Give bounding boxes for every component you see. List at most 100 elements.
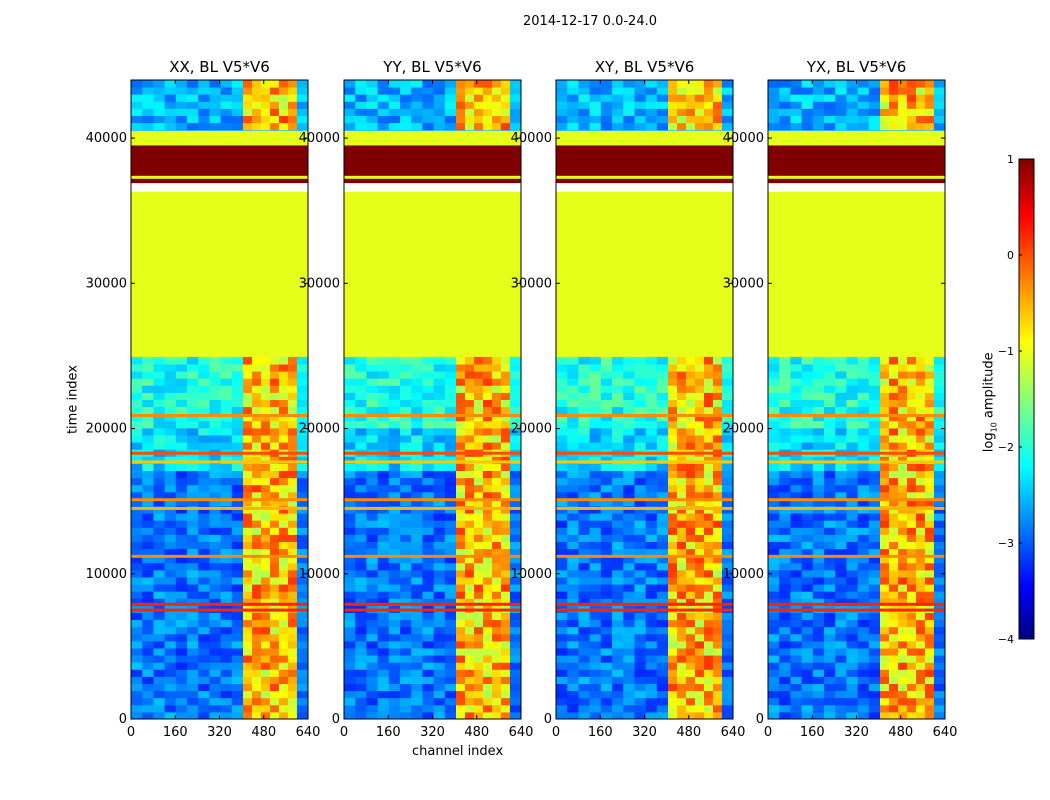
rfi-cell — [897, 513, 908, 521]
heatmap-cell — [296, 655, 308, 663]
heatmap-cell — [634, 619, 647, 628]
heatmap-cell — [400, 456, 412, 464]
heatmap-cell — [400, 527, 412, 535]
heatmap-cell — [790, 477, 803, 486]
heatmap-cell — [600, 80, 613, 88]
rfi-cell — [269, 101, 280, 109]
rfi-cell — [897, 569, 908, 578]
rfi-cell — [880, 669, 890, 677]
heatmap-cell — [422, 413, 435, 422]
heatmap-cell — [567, 662, 579, 670]
heatmap-cell — [231, 520, 244, 528]
heatmap-cell — [444, 87, 457, 95]
rfi-cell — [482, 704, 493, 713]
rfi-cell — [906, 101, 917, 109]
heatmap-cell — [187, 399, 199, 408]
heatmap-cell — [366, 498, 379, 507]
heatmap-cell — [612, 648, 624, 656]
rfi-cell — [712, 364, 723, 372]
heatmap-cell — [835, 108, 847, 116]
heatmap-cell — [388, 619, 401, 628]
heatmap-cell — [433, 513, 446, 521]
rfi-cell — [260, 406, 271, 415]
rfi-cell — [703, 555, 714, 564]
heatmap-cell — [164, 690, 177, 699]
colorbar-tick-label: 1 — [1007, 153, 1014, 166]
rfi-cell — [676, 626, 687, 635]
heatmap-cell — [623, 704, 635, 713]
rfi-cell — [243, 598, 253, 606]
rfi-cell — [278, 633, 289, 642]
rfi-cell — [880, 94, 890, 102]
heatmap-cell — [801, 392, 814, 400]
heatmap-cell — [812, 463, 825, 471]
rfi-cell — [703, 640, 714, 649]
heatmap-cell — [355, 584, 367, 592]
rfi-cell — [482, 697, 493, 706]
rfi-cell — [260, 385, 271, 393]
heatmap-cell — [509, 491, 521, 500]
heatmap-cell — [790, 633, 803, 642]
heatmap-cell — [187, 477, 199, 486]
heatmap-cell — [422, 584, 435, 592]
heatmap-cell — [790, 101, 803, 109]
rfi-cell — [500, 378, 511, 386]
heatmap-cell — [220, 87, 233, 95]
rfi-cell — [668, 456, 678, 464]
heatmap-cell — [164, 87, 177, 95]
heatmap-cell — [187, 569, 199, 578]
rfi-cell — [473, 470, 484, 479]
rfi-cell — [880, 655, 890, 663]
rfi-cell — [482, 655, 493, 663]
heatmap-cell — [344, 406, 356, 415]
rfi-cell — [888, 399, 899, 408]
rfi-cell — [456, 683, 466, 692]
heatmap-cell — [656, 442, 669, 450]
heatmap-cell — [589, 548, 602, 557]
rfi-cell — [924, 548, 935, 557]
rfi-cell — [888, 541, 899, 550]
heatmap-cell — [422, 491, 435, 500]
rfi-cell — [464, 470, 475, 479]
heatmap-cell — [933, 555, 945, 564]
rfi-cell — [694, 420, 705, 429]
heatmap-cell — [366, 122, 379, 131]
y-tick-label: 40000 — [723, 131, 764, 146]
heatmap-cell — [567, 655, 579, 663]
heatmap-cell — [824, 513, 836, 521]
rfi-cell — [491, 498, 502, 507]
rfi-cell — [251, 591, 262, 599]
heatmap-cell — [355, 87, 367, 95]
rfi-cell — [260, 356, 271, 365]
heatmap-cell — [857, 413, 870, 422]
heatmap-cell — [433, 534, 446, 542]
heatmap-cell — [857, 541, 870, 550]
rfi-cell — [694, 463, 705, 471]
heatmap-cell — [857, 406, 870, 415]
heatmap-cell — [422, 122, 435, 131]
heatmap-cell — [175, 555, 188, 564]
rfi-cell — [491, 463, 502, 471]
rfi-cell — [260, 534, 271, 542]
heatmap-cell — [187, 115, 199, 124]
rfi-cell — [260, 484, 271, 493]
heatmap-cell — [388, 470, 401, 479]
heatmap-cell — [721, 378, 733, 386]
heatmap-cell — [422, 640, 435, 649]
heatmap-cell — [589, 399, 602, 408]
heatmap-cell — [220, 413, 233, 422]
heatmap-cell — [377, 619, 390, 628]
heatmap-cell — [400, 548, 412, 557]
heatmap-cell — [645, 427, 658, 436]
rfi-cell — [251, 80, 262, 88]
time-rfi-line — [131, 413, 308, 417]
heatmap-cell — [433, 108, 446, 116]
heatmap-cell — [835, 527, 847, 535]
heatmap-cell — [209, 548, 222, 557]
heatmap-cell — [220, 520, 233, 528]
heatmap-cell — [812, 378, 825, 386]
heatmap-cell — [366, 477, 379, 486]
rfi-cell — [676, 378, 687, 386]
heatmap-cell — [779, 356, 791, 365]
heatmap-cell — [388, 569, 401, 578]
